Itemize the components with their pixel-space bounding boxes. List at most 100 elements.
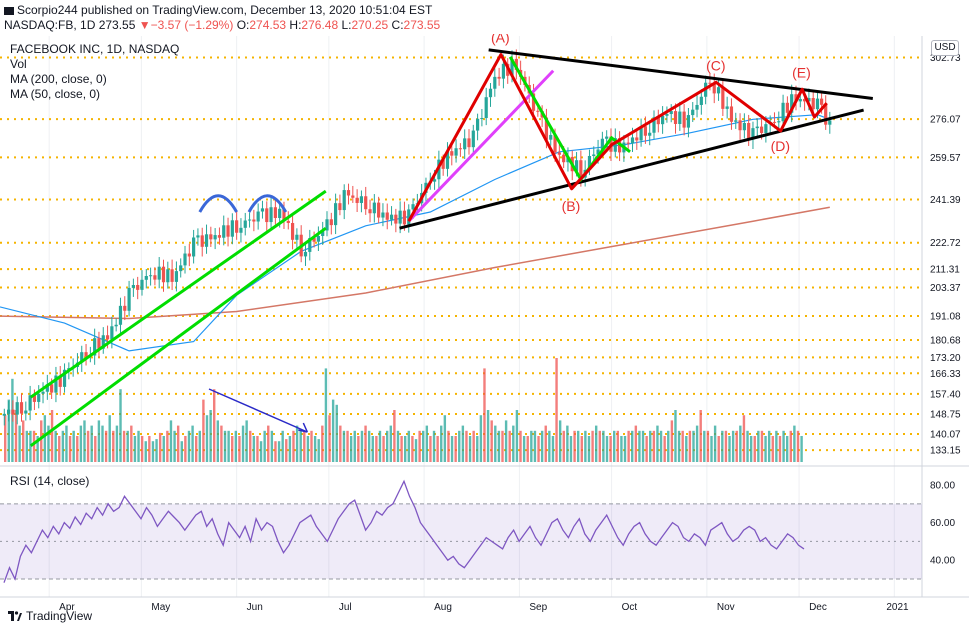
candle-body bbox=[467, 138, 471, 148]
currency-badge[interactable]: USD bbox=[931, 40, 959, 56]
price-level-label: 173.20 bbox=[930, 353, 961, 364]
volume-bar bbox=[184, 436, 187, 462]
volume-bar bbox=[710, 436, 713, 462]
candle-body bbox=[544, 117, 549, 140]
candle-body bbox=[600, 138, 604, 150]
volume-bar bbox=[367, 430, 371, 462]
volume-bar bbox=[68, 436, 72, 462]
candle-body bbox=[450, 151, 454, 156]
candle-body bbox=[777, 121, 781, 123]
volume-bar bbox=[555, 358, 558, 462]
volume-bar bbox=[335, 404, 338, 462]
volume-bar bbox=[530, 430, 533, 462]
candle-body bbox=[643, 126, 647, 136]
volume-bar bbox=[357, 436, 360, 462]
volume-bar bbox=[544, 425, 547, 462]
candle-body bbox=[153, 275, 157, 280]
volume-bar bbox=[119, 389, 122, 462]
volume-bar bbox=[29, 430, 32, 462]
price-level-label: 180.68 bbox=[930, 336, 961, 347]
volume-bar bbox=[775, 430, 778, 462]
volume-bar bbox=[703, 430, 706, 462]
volume-bar bbox=[519, 430, 522, 462]
price-change: ▼−3.57 (−1.29%) bbox=[138, 18, 234, 32]
candle-body bbox=[802, 98, 807, 102]
x-tick-label: Sep bbox=[529, 602, 547, 613]
volume-bar bbox=[122, 430, 126, 462]
volume-bar bbox=[213, 389, 216, 462]
candle-body bbox=[772, 121, 777, 123]
candle-body bbox=[411, 204, 415, 210]
candle-body bbox=[15, 402, 19, 415]
volume-bar bbox=[191, 425, 194, 462]
candle-body bbox=[252, 219, 256, 222]
volume-bar bbox=[389, 425, 392, 462]
candle-body bbox=[764, 124, 768, 133]
volume-bar bbox=[299, 430, 302, 462]
candle-body bbox=[407, 209, 411, 225]
volume-bar bbox=[494, 425, 497, 462]
candle-body bbox=[729, 106, 734, 122]
rsi-legend: RSI (14, close) bbox=[10, 474, 90, 488]
volume-bar bbox=[393, 410, 396, 462]
candle-body bbox=[41, 391, 45, 394]
candle-body bbox=[54, 375, 58, 393]
candle-body bbox=[372, 202, 376, 214]
volume-bar bbox=[187, 430, 191, 462]
candle-body bbox=[364, 196, 368, 210]
volume-bar bbox=[663, 436, 666, 462]
candle-body bbox=[691, 109, 695, 116]
candle-body bbox=[798, 98, 802, 102]
volume-bar bbox=[285, 439, 288, 462]
candle-body bbox=[247, 219, 252, 221]
candle-body bbox=[501, 63, 506, 79]
volume-bar bbox=[176, 425, 180, 462]
candle-body bbox=[815, 98, 820, 110]
volume-bar bbox=[342, 430, 346, 462]
candle-body bbox=[321, 230, 325, 236]
candle-body bbox=[747, 122, 751, 140]
volume-bar bbox=[40, 420, 43, 462]
high-value: 276.48 bbox=[301, 18, 339, 32]
volume-bar bbox=[609, 436, 612, 462]
volume-bar bbox=[742, 415, 746, 462]
volume-arrow-head-icon bbox=[298, 422, 309, 433]
wave-label-c: (C) bbox=[706, 57, 725, 73]
candle-body bbox=[329, 219, 333, 226]
volume-bar bbox=[220, 425, 223, 462]
volume-bar bbox=[249, 430, 252, 462]
volume-bar bbox=[72, 430, 75, 462]
candle-body bbox=[441, 159, 445, 169]
candle-body bbox=[273, 207, 277, 219]
volume-bar bbox=[371, 436, 374, 462]
volume-bar bbox=[483, 368, 486, 462]
volume-bar bbox=[50, 410, 54, 462]
volume-bar bbox=[375, 436, 378, 462]
candle-body bbox=[381, 212, 385, 218]
candle-body bbox=[239, 227, 243, 233]
volume-bar bbox=[324, 368, 328, 462]
volume-bar bbox=[148, 436, 151, 462]
volume-bar bbox=[522, 436, 526, 462]
volume-arrow-line bbox=[208, 388, 308, 433]
candle-body bbox=[101, 335, 105, 349]
candle-body bbox=[316, 235, 320, 242]
volume-bar bbox=[771, 436, 774, 462]
volume-bar bbox=[97, 420, 101, 462]
candle-body bbox=[639, 126, 643, 141]
volume-bar bbox=[281, 430, 284, 462]
volume-bar bbox=[400, 436, 403, 462]
candle-body bbox=[200, 235, 204, 247]
candle-body bbox=[630, 137, 635, 144]
volume-bar bbox=[378, 430, 382, 462]
candle-body bbox=[471, 130, 475, 148]
candle-body bbox=[377, 202, 381, 218]
legend-ma200: MA (200, close, 0) bbox=[10, 72, 107, 86]
wave-label-b: (B) bbox=[562, 198, 581, 214]
volume-bar bbox=[587, 436, 591, 462]
candle-body bbox=[243, 220, 247, 228]
volume-bar bbox=[241, 425, 245, 462]
volume-bar bbox=[623, 436, 627, 462]
candle-body bbox=[484, 97, 488, 119]
